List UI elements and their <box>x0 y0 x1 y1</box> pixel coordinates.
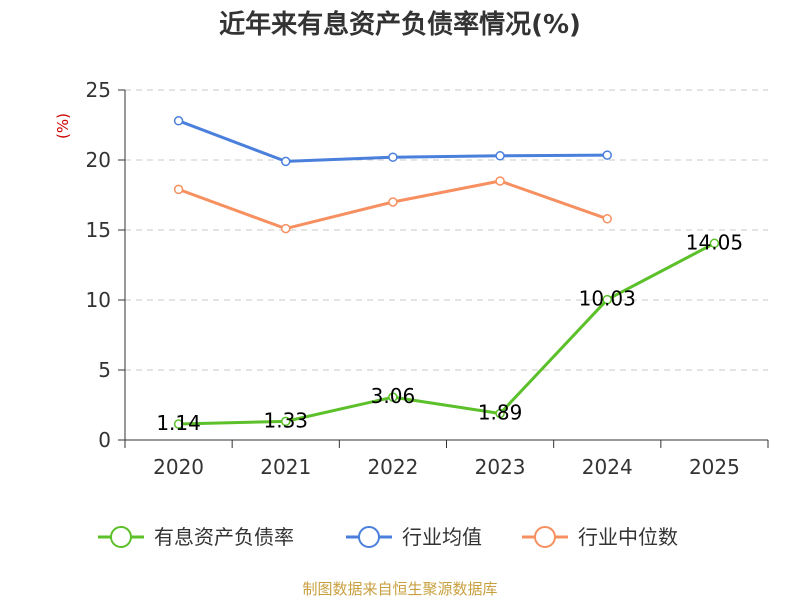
x-tick-label: 2021 <box>260 455 311 479</box>
series-1 <box>173 116 612 167</box>
legend-label: 行业中位数 <box>578 525 678 549</box>
data-point[interactable] <box>495 176 505 186</box>
data-point[interactable] <box>495 408 505 419</box>
legend-swatch-marker <box>110 526 132 548</box>
data-point[interactable] <box>602 214 612 224</box>
y-tick-label: 0 <box>98 428 111 452</box>
series-0 <box>173 238 720 429</box>
chart-title: 近年来有息资产负债率情况(%) <box>219 9 581 40</box>
x-tick-label: 2023 <box>475 455 526 479</box>
legend: 有息资产负债率 行业均值 行业中位数 <box>98 525 678 549</box>
data-label: 1.14 <box>156 411 201 435</box>
data-point[interactable] <box>281 223 291 234</box>
data-label: 10.03 <box>579 287 636 311</box>
data-point[interactable] <box>495 151 505 161</box>
data-label: 1.33 <box>263 408 308 432</box>
y-tick-label: 10 <box>86 288 111 312</box>
legend-label: 有息资产负债率 <box>154 525 294 549</box>
grid <box>125 89 768 371</box>
x-tick-label: 2025 <box>689 455 740 479</box>
legend-item[interactable]: 行业均值 <box>346 525 482 549</box>
legend-label: 行业均值 <box>402 525 482 549</box>
data-label: 14.05 <box>686 230 743 254</box>
legend-swatch-marker <box>358 526 380 548</box>
series-line <box>178 241 716 426</box>
data-point[interactable] <box>388 152 398 162</box>
data-point[interactable] <box>602 150 612 160</box>
data-point[interactable] <box>173 116 184 126</box>
y-tick-label: 5 <box>98 358 111 382</box>
y-tick-label: 15 <box>86 218 111 242</box>
y-unit-label: (%) <box>54 113 72 139</box>
legend-item[interactable]: 有息资产负债率 <box>98 525 294 549</box>
y-tick-label: 25 <box>86 78 111 102</box>
data-point[interactable] <box>388 197 398 207</box>
data-point[interactable] <box>709 238 720 249</box>
data-point[interactable] <box>281 416 291 427</box>
series-group: 1.14 1.33 3.06 1.89 10.03 14.05 <box>156 116 743 435</box>
data-point[interactable] <box>602 294 612 305</box>
data-label: 3.06 <box>371 384 416 408</box>
source-note: 制图数据来自恒生聚源数据库 <box>302 580 497 598</box>
data-label: 1.89 <box>478 401 523 425</box>
x-tick-label: 2020 <box>153 455 204 479</box>
x-tick-label: 2022 <box>367 455 418 479</box>
y-tick-label: 20 <box>86 148 111 172</box>
data-point[interactable] <box>173 419 184 429</box>
legend-swatch-marker <box>534 526 556 548</box>
legend-item[interactable]: 行业中位数 <box>522 525 678 549</box>
data-point[interactable] <box>281 156 291 167</box>
data-point[interactable] <box>388 392 398 402</box>
series-2 <box>173 176 612 234</box>
x-tick-label: 2024 <box>582 455 633 479</box>
data-point[interactable] <box>173 184 184 195</box>
